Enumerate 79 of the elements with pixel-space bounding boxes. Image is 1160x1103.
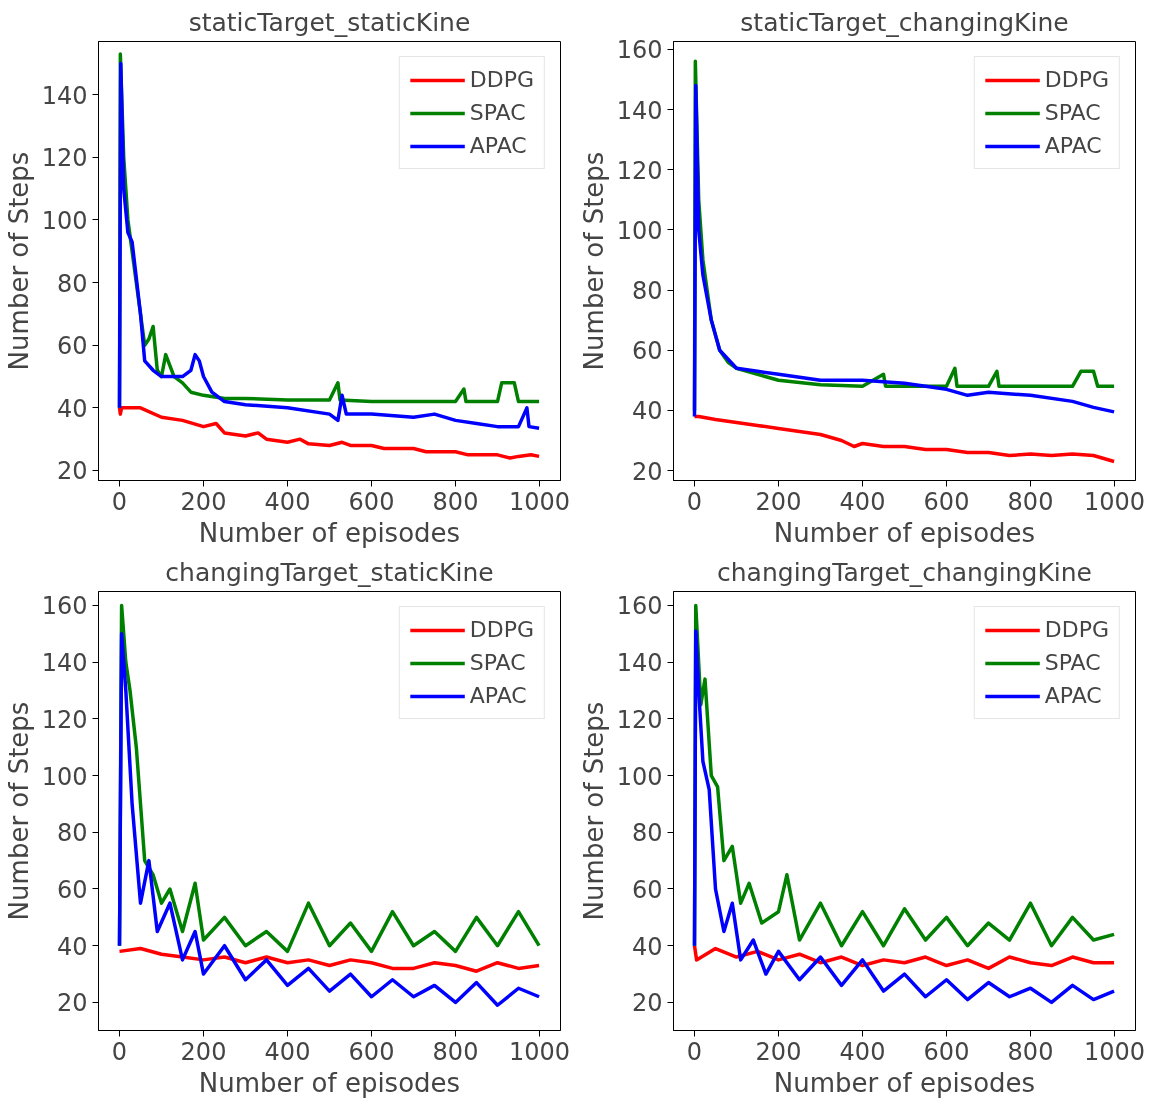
legend-label: SPAC bbox=[1044, 100, 1101, 125]
y-tick-label: 120 bbox=[616, 156, 663, 185]
y-tick-label: 40 bbox=[631, 397, 663, 426]
y-tick-label: 20 bbox=[631, 457, 663, 486]
y-axis-title: Number of Steps bbox=[3, 701, 34, 921]
y-tick-label: 160 bbox=[41, 592, 88, 621]
y-axis-title: Number of Steps bbox=[3, 151, 34, 371]
y-tick-label: 80 bbox=[56, 819, 88, 848]
legend-label: DDPG bbox=[1044, 67, 1109, 92]
legend-label: APAC bbox=[1044, 683, 1102, 708]
y-tick-label: 140 bbox=[41, 81, 88, 110]
y-tick-label: 60 bbox=[631, 337, 663, 366]
y-tick-label: 140 bbox=[41, 649, 88, 678]
y-tick-label: 60 bbox=[631, 875, 663, 904]
x-axis-title: Number of episodes bbox=[198, 517, 461, 548]
x-axis-title: Number of episodes bbox=[773, 517, 1036, 548]
legend-label: DDPG bbox=[469, 67, 534, 92]
y-tick-label: 80 bbox=[631, 819, 663, 848]
y-tick-label: 100 bbox=[41, 762, 88, 791]
x-tick-label: 800 bbox=[432, 487, 479, 516]
chart-title: staticTarget_staticKine bbox=[188, 7, 471, 37]
x-axis-title: Number of episodes bbox=[198, 1067, 461, 1098]
x-tick-label: 800 bbox=[432, 1037, 479, 1066]
y-tick-label: 80 bbox=[631, 277, 663, 306]
x-tick-label: 0 bbox=[686, 487, 703, 516]
x-tick-label: 800 bbox=[1007, 1037, 1054, 1066]
x-tick-label: 0 bbox=[111, 487, 128, 516]
chart-title: changingTarget_staticKine bbox=[165, 557, 494, 587]
x-tick-label: 1000 bbox=[508, 487, 571, 516]
y-axis-title: Number of Steps bbox=[578, 151, 609, 371]
chart-title: staticTarget_changingKine bbox=[740, 7, 1069, 37]
x-tick-label: 1000 bbox=[1083, 1037, 1146, 1066]
chart-title: changingTarget_changingKine bbox=[717, 557, 1092, 587]
x-tick-label: 600 bbox=[348, 487, 395, 516]
y-tick-label: 100 bbox=[41, 206, 88, 235]
y-tick-label: 140 bbox=[616, 96, 663, 125]
y-tick-label: 120 bbox=[41, 705, 88, 734]
x-tick-label: 600 bbox=[923, 487, 970, 516]
y-tick-label: 40 bbox=[631, 932, 663, 961]
y-tick-label: 20 bbox=[631, 989, 663, 1018]
y-tick-label: 20 bbox=[56, 457, 88, 486]
y-tick-label: 140 bbox=[616, 649, 663, 678]
legend-label: APAC bbox=[1044, 133, 1102, 158]
x-tick-label: 0 bbox=[686, 1037, 703, 1066]
legend-label: SPAC bbox=[1044, 650, 1101, 675]
y-tick-label: 100 bbox=[616, 216, 663, 245]
y-tick-label: 100 bbox=[616, 762, 663, 791]
y-tick-label: 120 bbox=[616, 705, 663, 734]
x-axis-title: Number of episodes bbox=[773, 1067, 1036, 1098]
y-axis-title: Number of Steps bbox=[578, 701, 609, 921]
x-tick-label: 1000 bbox=[508, 1037, 571, 1066]
legend-label: APAC bbox=[469, 683, 527, 708]
x-tick-label: 400 bbox=[839, 487, 886, 516]
y-tick-label: 160 bbox=[616, 36, 663, 65]
y-tick-label: 120 bbox=[41, 144, 88, 173]
legend-label: SPAC bbox=[469, 100, 526, 125]
y-tick-label: 40 bbox=[56, 394, 88, 423]
legend-label: SPAC bbox=[469, 650, 526, 675]
x-tick-label: 200 bbox=[755, 487, 802, 516]
legend-label: APAC bbox=[469, 133, 527, 158]
y-tick-label: 60 bbox=[56, 332, 88, 361]
x-tick-label: 800 bbox=[1007, 487, 1054, 516]
y-tick-label: 160 bbox=[616, 592, 663, 621]
x-tick-label: 600 bbox=[348, 1037, 395, 1066]
x-tick-label: 200 bbox=[755, 1037, 802, 1066]
x-tick-label: 600 bbox=[923, 1037, 970, 1066]
y-tick-label: 80 bbox=[56, 269, 88, 298]
x-tick-label: 400 bbox=[264, 487, 311, 516]
x-tick-label: 1000 bbox=[1083, 487, 1146, 516]
x-tick-label: 200 bbox=[180, 487, 227, 516]
y-tick-label: 60 bbox=[56, 875, 88, 904]
y-tick-label: 20 bbox=[56, 989, 88, 1018]
x-tick-label: 400 bbox=[264, 1037, 311, 1066]
x-tick-label: 200 bbox=[180, 1037, 227, 1066]
x-tick-label: 0 bbox=[111, 1037, 128, 1066]
legend-label: DDPG bbox=[469, 617, 534, 642]
y-tick-label: 40 bbox=[56, 932, 88, 961]
x-tick-label: 400 bbox=[839, 1037, 886, 1066]
legend-label: DDPG bbox=[1044, 617, 1109, 642]
